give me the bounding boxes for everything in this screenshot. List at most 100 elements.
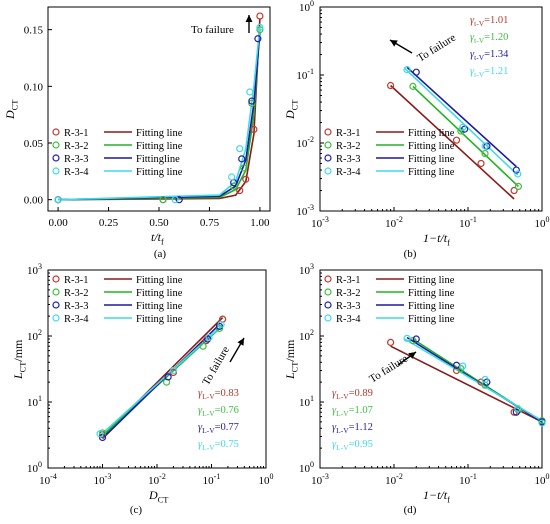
legend-marker: [52, 314, 60, 322]
data-point: [96, 430, 104, 438]
x-tick-label: 0.25: [99, 217, 119, 229]
data-point: [481, 375, 489, 384]
data-point: [510, 408, 518, 416]
data-point: [248, 97, 256, 105]
data-point: [175, 196, 183, 204]
y-axis-label: LCT/mm: [283, 339, 300, 380]
data-point: [164, 373, 172, 381]
gamma-label: γt-V=1.01: [470, 15, 508, 28]
legend-marker: [324, 154, 332, 162]
failure-arrow-head: [237, 338, 244, 346]
data-point: [477, 159, 485, 168]
legend-label: R-3-2: [64, 141, 89, 152]
data-point: [230, 182, 238, 190]
legend-label: Fitting line: [136, 275, 183, 286]
legend-label: Fitting line: [408, 154, 455, 165]
fit-line: [58, 26, 261, 201]
data-point: [169, 366, 178, 375]
x-axis-label: DCT: [148, 488, 168, 505]
x-tick-label: 100: [259, 472, 274, 487]
data-point: [254, 35, 262, 43]
gamma-label: γL-V=0.89: [332, 388, 373, 401]
y-tick-label: 100: [299, 460, 314, 475]
x-tick-label: 10-1: [459, 215, 477, 230]
legend-marker: [324, 301, 332, 309]
legend-label: R-3-1: [336, 128, 361, 139]
legend-marker: [52, 275, 60, 283]
data-point: [409, 82, 417, 90]
legend-label: Fitting line: [136, 288, 183, 299]
legend-label: Fitting line: [408, 314, 455, 325]
x-tick-label: 10-4: [39, 472, 57, 487]
gamma-label: γL-V=1.12: [332, 422, 373, 435]
legend-label: R-3-1: [64, 275, 89, 286]
data-point: [412, 335, 420, 343]
legend-label: Fitting line: [408, 275, 455, 286]
x-axis-label: 1−t/tf: [423, 488, 450, 505]
gamma-label: γL-V=0.77: [198, 422, 239, 435]
fit-line: [406, 66, 517, 168]
legend-label: Fitting line: [136, 314, 183, 325]
panel-a: 0.00 0.25 0.50 0.75 1.00 0.00 0.05 0.10 0.15 t/tf…: [3, 6, 271, 260]
data-point: [238, 155, 246, 163]
data-point: [236, 187, 244, 195]
x-tick-label: 10-1: [203, 472, 221, 487]
panel-caption: (a): [154, 248, 167, 260]
x-tick-label: 10-2: [148, 472, 166, 487]
legend-marker: [324, 167, 332, 175]
data-point: [256, 23, 264, 31]
data-point: [514, 170, 522, 178]
panel-caption: (c): [130, 504, 143, 516]
data-point: [514, 182, 523, 191]
data-point: [452, 136, 461, 144]
y-axis-label: DCT: [3, 100, 20, 120]
legend-marker: [52, 154, 60, 162]
y-tick-label: 0.05: [24, 138, 44, 150]
panel-b: 10-3 10-2 10-1 100 10-3 10-2 10-1 100 1−t/tf DCT (…: [283, 0, 550, 260]
data-point: [215, 324, 224, 333]
y-tick-label: 101: [27, 394, 42, 409]
data-point: [205, 333, 213, 342]
plot-frame: [319, 6, 543, 212]
legend-label: R-3-2: [64, 288, 89, 299]
y-tick-label: 100: [299, 0, 314, 14]
failure-arrow-head: [245, 15, 253, 22]
x-tick-label: 10-2: [385, 215, 403, 230]
legend-label: R-3-4: [64, 314, 89, 325]
gamma-label: γt-V=1.21: [470, 66, 508, 79]
gamma-label: γt-V=1.20: [470, 32, 508, 45]
y-tick-label: 102: [299, 328, 314, 343]
legend-label: Fitting line: [136, 141, 183, 152]
gamma-label: γL-V=0.76: [198, 405, 239, 418]
x-tick-label: 1.00: [250, 217, 270, 229]
legend-label: R-3-3: [336, 301, 361, 312]
x-tick-label: 10-1: [459, 472, 477, 487]
data-point: [481, 149, 489, 158]
legend-marker: [52, 167, 60, 175]
data-point: [54, 196, 62, 204]
x-tick-label: 10-3: [311, 472, 329, 487]
x-axis-label: 1−t/tf: [423, 231, 450, 248]
legend-label: R-3-2: [336, 288, 361, 299]
data-point: [403, 66, 411, 74]
x-tick-label: 0.75: [200, 217, 220, 229]
data-point: [217, 320, 225, 328]
x-axis-label: t/tf: [151, 230, 164, 247]
panel-d: 10-3 10-2 10-1 100 100 101 102 103 1−t/tf LCT/mm (…: [283, 262, 550, 516]
annotation-text: To failure: [367, 353, 410, 386]
data-point: [159, 196, 167, 204]
legend-label: Fitting line: [408, 128, 455, 139]
data-point: [171, 196, 179, 204]
failure-arrow-head: [408, 352, 416, 359]
data-point: [409, 337, 417, 345]
panel-c: 10-4 10-3 10-2 10-1 100 100 101 102 103 DCT LCT/mm…: [11, 262, 274, 516]
x-tick-label: 0.50: [149, 217, 169, 229]
data-point: [246, 88, 254, 96]
data-point: [412, 68, 420, 76]
data-point: [199, 342, 207, 350]
x-tick-label: 100: [535, 215, 550, 230]
x-tick-label: 10-2: [385, 472, 403, 487]
data-point: [514, 404, 522, 412]
y-tick-label: 10-2: [296, 135, 314, 150]
failure-arrow-head: [390, 40, 398, 47]
